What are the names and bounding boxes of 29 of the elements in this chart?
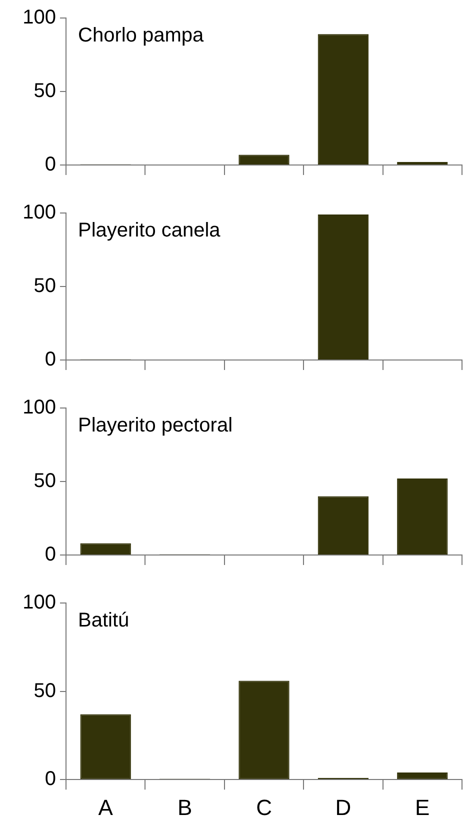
bar	[318, 496, 369, 554]
bar	[238, 154, 290, 164]
chart-title: Playerito canela	[78, 220, 222, 242]
chart-title: Batitú	[78, 610, 130, 632]
x-tick-label: C	[256, 794, 272, 820]
chart-title: Chorlo pampa	[78, 24, 204, 47]
x-tick-label: A	[98, 794, 114, 820]
y-tick-label: 0	[44, 768, 56, 790]
x-tick-label: B	[177, 794, 192, 820]
y-tick-label: 50	[34, 80, 56, 102]
y-tick-label: 0	[44, 154, 56, 176]
y-tick-label: 50	[34, 470, 56, 492]
y-tick-label: 100	[22, 592, 56, 614]
y-tick-label: 100	[22, 396, 56, 419]
x-tick-label: E	[415, 794, 430, 820]
bar	[238, 680, 290, 780]
bar	[80, 714, 131, 780]
y-tick-label: 100	[22, 202, 56, 224]
y-tick-label: 0	[44, 544, 56, 566]
y-tick-label: 50	[34, 680, 56, 702]
bar	[80, 543, 131, 554]
y-tick-label: 100	[22, 6, 56, 29]
chart-title: Playerito pectoral	[78, 414, 233, 437]
bar	[397, 772, 448, 780]
y-tick-label: 0	[44, 348, 56, 371]
y-tick-label: 50	[34, 275, 56, 298]
x-tick-label: D	[335, 794, 352, 820]
bar	[318, 34, 369, 164]
bar	[397, 478, 448, 554]
